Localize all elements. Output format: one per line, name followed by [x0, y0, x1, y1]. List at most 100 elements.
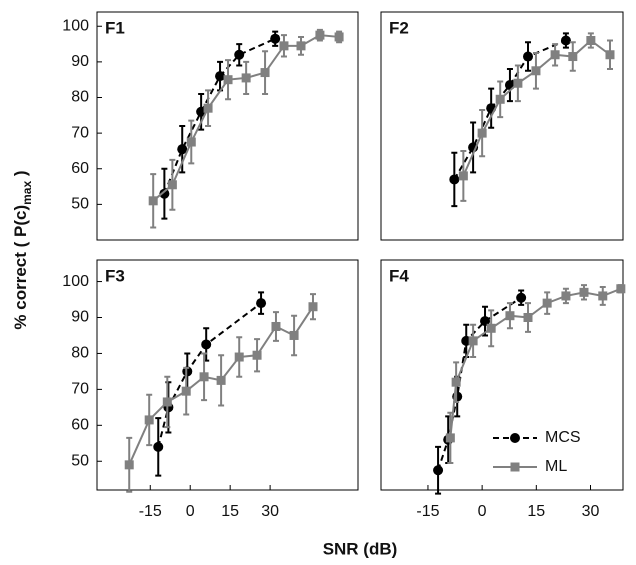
marker [505, 311, 515, 321]
marker [315, 30, 325, 40]
x-tick-label: 0 [186, 503, 195, 520]
marker [234, 352, 244, 362]
marker [167, 180, 177, 190]
x-tick-label: 30 [261, 503, 279, 520]
marker [486, 323, 496, 333]
marker [162, 397, 172, 407]
y-tick-label: 50 [71, 196, 89, 213]
marker [199, 372, 209, 382]
marker [598, 291, 608, 301]
x-tick-label: -15 [139, 503, 162, 520]
marker [477, 128, 487, 138]
series-line [163, 37, 276, 195]
legend-label: ML [545, 458, 567, 475]
y-tick-label: 100 [62, 273, 89, 290]
marker [223, 75, 233, 85]
y-label-sub: max [20, 181, 34, 205]
marker [561, 291, 571, 301]
y-tick-label: 80 [71, 89, 89, 106]
marker [550, 50, 560, 60]
marker [260, 68, 270, 78]
legend-label: MCS [545, 429, 581, 446]
marker [181, 386, 191, 396]
y-label-main: % correct ( P(c) [11, 205, 30, 330]
marker [186, 137, 196, 147]
y-tick-label: 100 [62, 17, 89, 34]
marker [451, 377, 461, 387]
x-tick-label: 15 [221, 503, 239, 520]
marker [605, 50, 615, 60]
marker [513, 78, 523, 88]
marker [182, 366, 193, 377]
legend-marker [510, 433, 520, 443]
marker [579, 287, 589, 297]
marker [279, 41, 289, 51]
panel-title: F4 [389, 266, 409, 285]
panel-frame [96, 259, 359, 491]
marker [308, 302, 318, 312]
y-tick-label: 90 [71, 53, 89, 70]
marker [433, 465, 444, 476]
series-line [157, 302, 262, 448]
marker [495, 94, 505, 104]
panel-frame [96, 11, 359, 241]
marker [215, 71, 226, 82]
x-tick-label: 0 [478, 503, 487, 520]
x-tick-label: 15 [527, 503, 545, 520]
series-line [449, 287, 622, 438]
y-tick-label: 60 [71, 417, 89, 434]
x-tick-label: 30 [582, 503, 600, 520]
marker [216, 375, 226, 385]
marker [560, 35, 571, 46]
y-label-end: ) [11, 170, 30, 180]
marker [289, 330, 299, 340]
panel-frame [380, 259, 624, 491]
marker [271, 321, 281, 331]
marker [201, 339, 212, 350]
marker [616, 284, 626, 294]
marker [153, 441, 164, 452]
marker [568, 52, 578, 62]
marker [542, 298, 552, 308]
marker [252, 350, 262, 360]
marker [449, 174, 460, 185]
panel-title: F1 [105, 18, 125, 37]
marker [124, 460, 134, 470]
y-tick-label: 50 [71, 452, 89, 469]
y-tick-label: 70 [71, 124, 89, 141]
marker [531, 66, 541, 76]
marker [458, 171, 468, 181]
marker [234, 49, 245, 60]
y-axis-label: % correct ( P(c)max ) [11, 170, 34, 329]
panel-title: F3 [105, 266, 125, 285]
marker [177, 144, 188, 155]
y-tick-label: 60 [71, 160, 89, 177]
marker [144, 415, 154, 425]
marker [523, 51, 534, 62]
marker [445, 433, 455, 443]
marker [241, 73, 251, 83]
y-tick-label: 90 [71, 309, 89, 326]
marker [203, 103, 213, 113]
y-tick-label: 70 [71, 381, 89, 398]
y-tick-label: 80 [71, 345, 89, 362]
x-tick-label: -15 [416, 503, 439, 520]
legend-marker [510, 462, 520, 472]
panel-title: F2 [389, 18, 409, 37]
marker [523, 313, 533, 322]
series-line [152, 34, 340, 202]
marker [586, 36, 596, 45]
marker [480, 316, 491, 327]
marker [516, 292, 527, 303]
marker [468, 336, 478, 346]
marker [270, 33, 281, 44]
x-axis-label: SNR (dB) [323, 539, 398, 558]
marker [334, 32, 344, 42]
panel-frame [380, 11, 624, 241]
marker [159, 188, 170, 199]
marker [296, 41, 306, 51]
marker [148, 196, 158, 206]
marker [256, 298, 267, 309]
